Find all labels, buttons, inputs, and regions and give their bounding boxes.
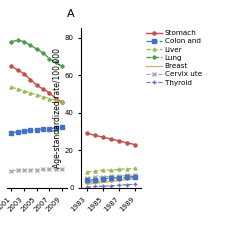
Legend: Stomach, Colon and, Liver, Lung, Breast, Cervix ute, Thyroid: Stomach, Colon and, Liver, Lung, Breast,…: [146, 30, 202, 86]
Y-axis label: Age-standardized rate/100,000: Age-standardized rate/100,000: [53, 48, 62, 168]
Text: A: A: [67, 9, 74, 19]
